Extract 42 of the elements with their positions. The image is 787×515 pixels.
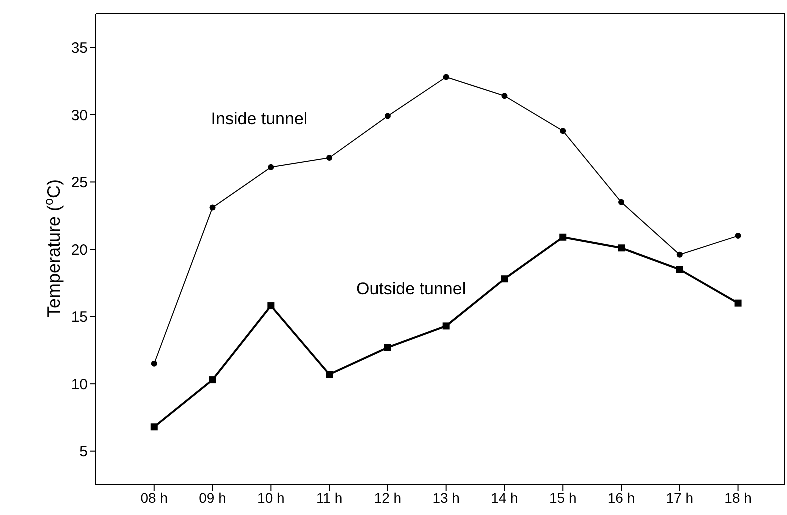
point — [676, 266, 684, 274]
point — [618, 244, 626, 252]
point — [150, 424, 158, 431]
point — [618, 199, 625, 206]
y-tick-label: 10 — [71, 376, 88, 394]
point — [676, 252, 683, 258]
x-tick-label: 12 h — [374, 490, 402, 506]
point — [560, 128, 566, 134]
point — [384, 344, 392, 352]
x-tick-label: 08 h — [140, 490, 168, 506]
series-label: Outside tunnel — [356, 279, 466, 298]
x-tick-label: 17 h — [666, 490, 694, 506]
point — [151, 360, 158, 367]
point — [443, 74, 450, 80]
series-label: Inside tunnel — [211, 110, 308, 129]
y-tick-label: 5 — [80, 444, 88, 461]
point — [209, 376, 216, 384]
point — [326, 154, 333, 161]
x-tick-label: 11 h — [316, 490, 343, 506]
x-tick-label: 15 h — [549, 490, 577, 506]
y-tick-label: 25 — [71, 174, 88, 192]
x-tick-label: 16 h — [608, 490, 636, 506]
point — [384, 113, 391, 120]
point — [268, 302, 275, 310]
point — [560, 234, 567, 241]
x-tick-label: 18 h — [724, 490, 752, 506]
x-tick-label: 13 h — [432, 490, 460, 506]
x-tick-label: 09 h — [199, 490, 226, 506]
y-tick-label: 35 — [71, 40, 88, 57]
point — [268, 164, 274, 170]
point — [734, 300, 742, 307]
x-tick-label: 14 h — [491, 490, 518, 506]
point — [210, 204, 216, 211]
x-tick-label: 10 h — [258, 490, 285, 506]
point — [326, 371, 334, 378]
y-tick-label: 20 — [71, 242, 88, 259]
y-tick-label: 15 — [71, 309, 88, 326]
point — [501, 276, 508, 283]
y-tick-label: 30 — [71, 107, 88, 124]
point — [735, 233, 742, 240]
point — [442, 322, 450, 330]
point — [502, 93, 508, 100]
